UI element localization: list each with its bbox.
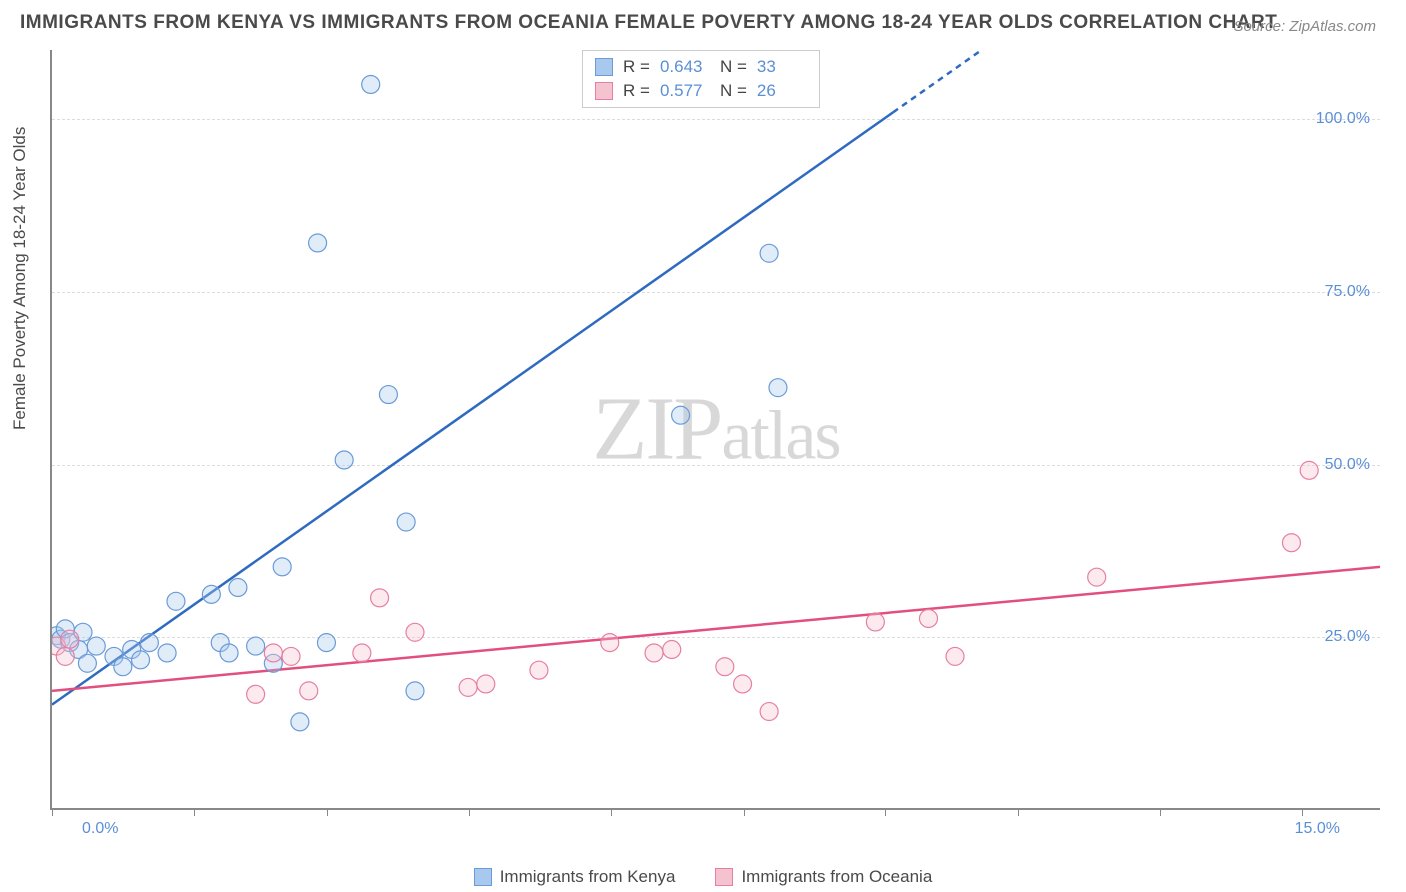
x-tick	[327, 808, 328, 816]
x-tick	[611, 808, 612, 816]
n-value-oceania: 26	[757, 81, 807, 101]
x-tick-label-max: 15.0%	[1295, 820, 1340, 838]
r-label: R =	[623, 81, 650, 101]
legend-swatch-kenya	[474, 868, 492, 886]
chart-plot-area: ZIPatlas R = 0.643 N = 33 R = 0.577 N = …	[50, 50, 1380, 810]
x-tick	[1302, 808, 1303, 816]
x-tick	[194, 808, 195, 816]
n-value-kenya: 33	[757, 57, 807, 77]
n-label: N =	[720, 57, 747, 77]
x-tick	[1160, 808, 1161, 816]
swatch-oceania	[595, 82, 613, 100]
n-label: N =	[720, 81, 747, 101]
swatch-kenya	[595, 58, 613, 76]
legend-swatch-oceania	[715, 868, 733, 886]
legend-label-oceania: Immigrants from Oceania	[741, 867, 932, 887]
legend-label-kenya: Immigrants from Kenya	[500, 867, 676, 887]
x-tick	[1018, 808, 1019, 816]
legend: Immigrants from Kenya Immigrants from Oc…	[0, 867, 1406, 887]
x-tick	[52, 808, 53, 816]
legend-item-kenya: Immigrants from Kenya	[474, 867, 676, 887]
x-tick	[744, 808, 745, 816]
correlation-stats-box: R = 0.643 N = 33 R = 0.577 N = 26	[582, 50, 820, 108]
r-value-kenya: 0.643	[660, 57, 710, 77]
x-tick	[885, 808, 886, 816]
y-axis-label: Female Poverty Among 18-24 Year Olds	[10, 127, 30, 430]
x-tick	[469, 808, 470, 816]
legend-item-oceania: Immigrants from Oceania	[715, 867, 932, 887]
stats-row-oceania: R = 0.577 N = 26	[595, 79, 807, 103]
scatter-svg	[52, 50, 1380, 808]
x-tick-label-min: 0.0%	[82, 820, 118, 838]
stats-row-kenya: R = 0.643 N = 33	[595, 55, 807, 79]
source-attribution: Source: ZipAtlas.com	[1233, 18, 1376, 35]
r-value-oceania: 0.577	[660, 81, 710, 101]
chart-title: IMMIGRANTS FROM KENYA VS IMMIGRANTS FROM…	[20, 12, 1277, 34]
r-label: R =	[623, 57, 650, 77]
